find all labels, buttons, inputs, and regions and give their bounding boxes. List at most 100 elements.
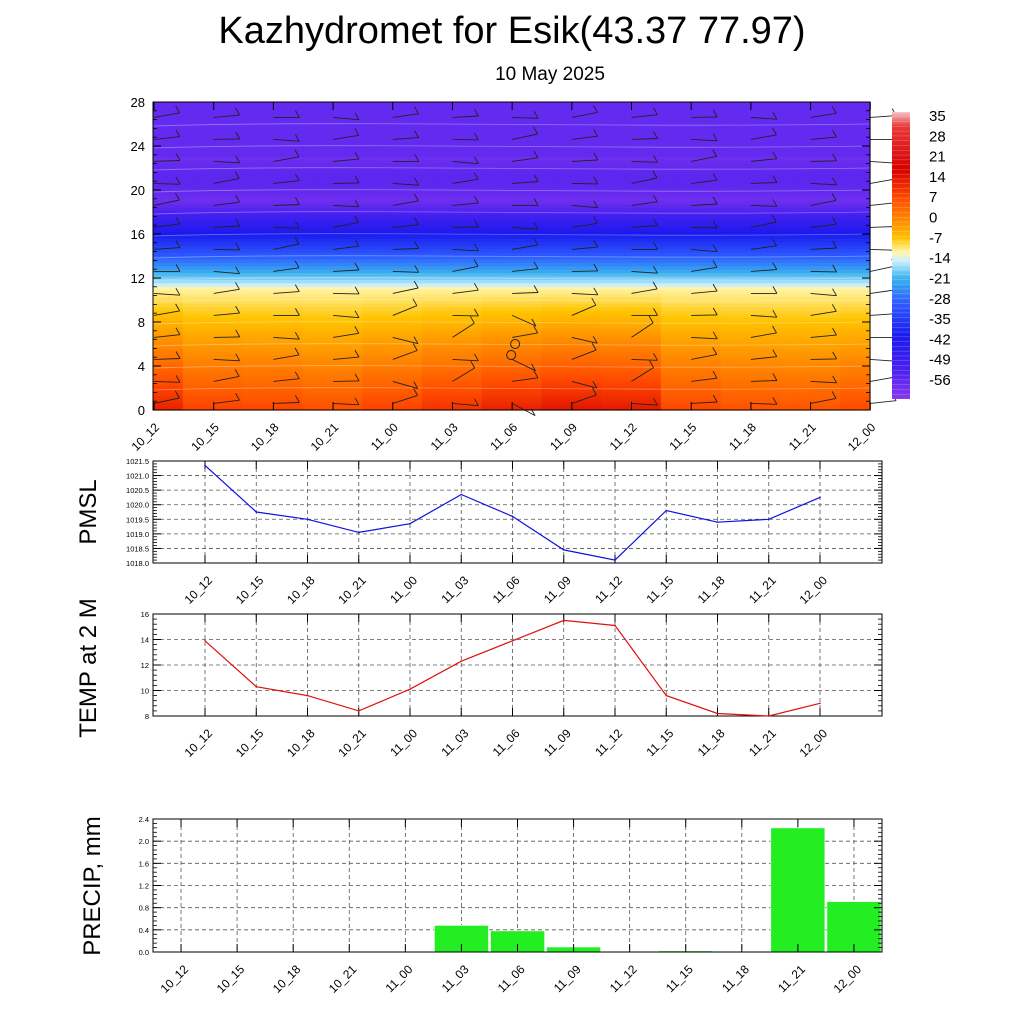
wind-barb	[213, 177, 240, 184]
heatmap-cell	[272, 365, 289, 370]
heatmap-cell	[660, 331, 677, 336]
heatmap-cell	[451, 256, 468, 261]
heatmap-cell	[377, 396, 393, 401]
heatmap-cell	[526, 170, 542, 175]
heatmap-cell	[675, 122, 692, 127]
heatmap-cell	[362, 160, 378, 165]
heatmap-cell	[571, 379, 587, 384]
wind-barb-flag	[474, 156, 479, 164]
heatmap-cell	[421, 368, 438, 373]
heatmap-cell	[556, 221, 572, 226]
heatmap-cell	[377, 348, 393, 353]
heatmap-cell	[257, 129, 274, 134]
heatmap-cell	[197, 314, 214, 319]
heatmap-cell	[362, 351, 378, 356]
heatmap-cell	[257, 143, 274, 148]
heatmap-cell	[840, 108, 856, 113]
wind-barb	[870, 202, 897, 206]
heatmap-cell	[302, 146, 318, 151]
heatmap-cell	[750, 386, 767, 391]
heatmap-cell	[197, 105, 214, 110]
heatmap-cell	[765, 221, 781, 226]
heatmap-cell	[392, 386, 408, 391]
wind-barb-flag	[712, 149, 718, 157]
heatmap-cell	[556, 348, 572, 353]
heatmap-cell	[332, 221, 348, 226]
heatmap-cell	[197, 177, 214, 182]
wind-barb-flag	[831, 106, 837, 114]
heatmap-cell	[795, 403, 811, 408]
heatmap-cell	[541, 129, 557, 134]
heatmap-cell	[212, 389, 229, 394]
heatmap-cell	[511, 279, 528, 284]
heatmap-cell	[541, 365, 557, 370]
wind-barb-flag	[414, 106, 419, 115]
heatmap-cell	[242, 125, 259, 130]
heatmap-cell	[526, 190, 542, 195]
heatmap-cell	[690, 153, 707, 158]
heatmap-cell	[347, 338, 363, 343]
heatmap-cell	[466, 286, 483, 291]
heatmap-cell	[421, 341, 438, 346]
heatmap-cell	[601, 119, 617, 124]
heatmap-cell	[451, 235, 468, 240]
heatmap-cell	[541, 177, 557, 182]
heatmap-cell	[526, 351, 542, 356]
heatmap-cell	[660, 351, 677, 356]
heatmap-cell	[780, 396, 796, 401]
heatmap-cell	[855, 211, 871, 216]
heatmap-cell	[705, 396, 722, 401]
heatmap-cell	[153, 358, 169, 363]
heatmap-cell	[466, 252, 483, 257]
heatmap-cell	[167, 344, 184, 349]
heatmap-cell	[272, 136, 289, 141]
heatmap-cell	[496, 279, 513, 284]
heatmap-cell	[362, 269, 378, 274]
heatmap-cell	[317, 338, 333, 343]
heatmap-cell	[167, 153, 184, 158]
heatmap-cell	[272, 235, 289, 240]
heatmap-cell	[735, 256, 752, 261]
heatmap-cell	[526, 228, 542, 233]
heatmap-cell	[347, 156, 363, 161]
heatmap-cell	[392, 283, 408, 288]
heatmap-cell	[541, 259, 557, 264]
heatmap-cell	[153, 208, 169, 213]
heatmap-cell	[302, 300, 318, 305]
heatmap-cell	[302, 399, 318, 404]
wind-barb	[273, 354, 300, 360]
wind-barb	[571, 135, 598, 140]
heatmap-cell	[586, 276, 602, 281]
heatmap-cell	[272, 259, 289, 264]
heatmap-cell	[257, 286, 274, 291]
heatmap-cell	[675, 125, 692, 130]
heatmap-cell	[631, 273, 647, 278]
wind-barb	[810, 334, 837, 338]
heatmap-cell	[496, 214, 513, 219]
heatmap-cell	[481, 358, 498, 363]
heatmap-cell	[421, 344, 438, 349]
heatmap-cell	[571, 399, 587, 404]
heatmap-cell	[840, 321, 856, 326]
wind-barb	[273, 291, 300, 294]
heatmap-cell	[302, 358, 318, 363]
heatmap-cell	[541, 108, 557, 113]
heatmap-cell	[645, 235, 662, 240]
wind-barb-flag	[295, 110, 300, 118]
heatmap-cell	[601, 218, 617, 223]
heatmap-cell	[720, 297, 737, 302]
heatmap-cell	[526, 232, 542, 237]
heatmap-cell	[272, 324, 289, 329]
heatmap-cell	[825, 235, 841, 240]
heatmap-cell	[616, 211, 632, 216]
heatmap-cell	[675, 218, 692, 223]
heatmap-cell	[466, 327, 483, 332]
heatmap-cell	[660, 403, 677, 408]
heatmap-cell	[317, 105, 333, 110]
heatmap-cell	[362, 146, 378, 151]
heatmap-cell	[242, 156, 259, 161]
heatmap-cell	[586, 163, 602, 168]
heatmap-cell	[272, 303, 289, 308]
heatmap-cell	[795, 238, 811, 243]
heatmap-cell	[541, 321, 557, 326]
